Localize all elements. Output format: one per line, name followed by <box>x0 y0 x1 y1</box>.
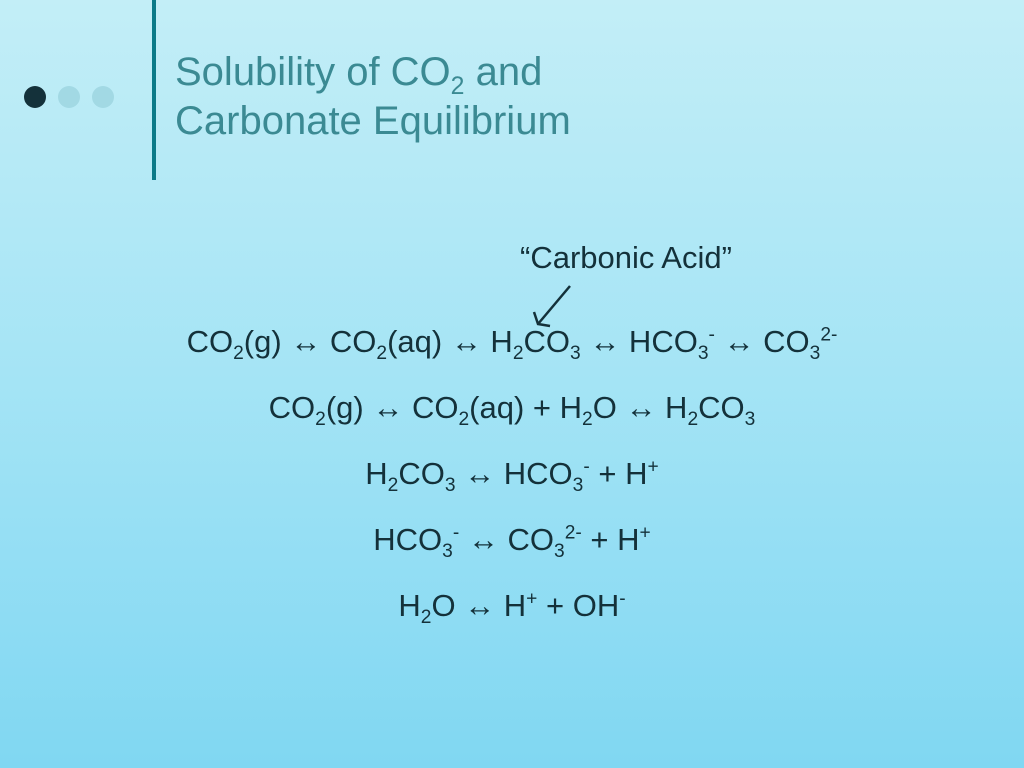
eq-sub: 3 <box>810 343 821 364</box>
eq-text: H <box>365 456 387 491</box>
eq-sub: 2 <box>388 475 399 496</box>
eq-text: + OH <box>537 588 619 623</box>
eq-text: HCO <box>373 522 442 557</box>
eq-sub: 3 <box>445 475 456 496</box>
eq-text: CO <box>269 390 316 425</box>
eq-text: O ↔ H <box>593 390 688 425</box>
eq-sup: + <box>647 457 658 478</box>
eq-text: CO <box>524 324 571 359</box>
title-text: Solubility of CO <box>175 50 451 94</box>
slide-title: Solubility of CO2 and Carbonate Equilibr… <box>175 48 571 146</box>
eq-text: (aq) + H <box>469 390 582 425</box>
title-subscript: 2 <box>451 73 465 100</box>
eq-text: ↔ HCO <box>456 456 573 491</box>
eq-sup: + <box>639 523 650 544</box>
eq-sub: 2 <box>582 409 593 430</box>
eq-sub: 2 <box>315 409 326 430</box>
eq-text: O ↔ H <box>431 588 526 623</box>
equation-water-dissociation: H2O ↔ H+ + OH- <box>398 588 625 624</box>
eq-sub: 2 <box>687 409 698 430</box>
equation-list: CO2(g) ↔ CO2(aq) ↔ H2CO3 ↔ HCO3- ↔ CO32-… <box>0 240 1024 624</box>
eq-sub: 3 <box>745 409 756 430</box>
eq-text: ↔ HCO <box>581 324 698 359</box>
eq-text: (g) ↔ CO <box>326 390 459 425</box>
title-text: Carbonate Equilibrium <box>175 99 571 143</box>
bullet-dot <box>24 86 46 108</box>
eq-sub: 2 <box>421 607 432 628</box>
eq-sub: 3 <box>442 541 453 562</box>
eq-sup: 2- <box>565 523 582 544</box>
eq-text: CO <box>698 390 745 425</box>
eq-text: CO <box>187 324 234 359</box>
eq-sub: 3 <box>698 343 709 364</box>
eq-text: + H <box>590 456 648 491</box>
eq-text: ↔ CO <box>459 522 554 557</box>
equation-dissolution: CO2(g) ↔ CO2(aq) + H2O ↔ H2CO3 <box>269 390 756 426</box>
eq-text: (g) ↔ CO <box>244 324 377 359</box>
vertical-accent-line <box>152 0 156 180</box>
bullet-dot <box>58 86 80 108</box>
eq-sub: 2 <box>376 343 387 364</box>
eq-sub: 2 <box>458 409 469 430</box>
eq-sup: 2- <box>820 325 837 346</box>
eq-text: H <box>398 588 420 623</box>
slide-bullets <box>24 86 114 108</box>
eq-sub: 3 <box>573 475 584 496</box>
equation-second-dissociation: HCO3- ↔ CO32- + H+ <box>373 522 650 558</box>
eq-sup: + <box>526 589 537 610</box>
eq-sup: - <box>619 589 625 610</box>
eq-text: ↔ CO <box>715 324 810 359</box>
eq-text: (aq) ↔ H <box>387 324 513 359</box>
eq-sub: 3 <box>570 343 581 364</box>
eq-sub: 2 <box>513 343 524 364</box>
bullet-dot <box>92 86 114 108</box>
eq-text: CO <box>398 456 445 491</box>
eq-text: + H <box>582 522 640 557</box>
title-text: and <box>464 50 542 94</box>
eq-sub: 3 <box>554 541 565 562</box>
equation-chain: CO2(g) ↔ CO2(aq) ↔ H2CO3 ↔ HCO3- ↔ CO32- <box>187 324 838 360</box>
eq-sub: 2 <box>233 343 244 364</box>
equation-first-dissociation: H2CO3 ↔ HCO3- + H+ <box>365 456 658 492</box>
